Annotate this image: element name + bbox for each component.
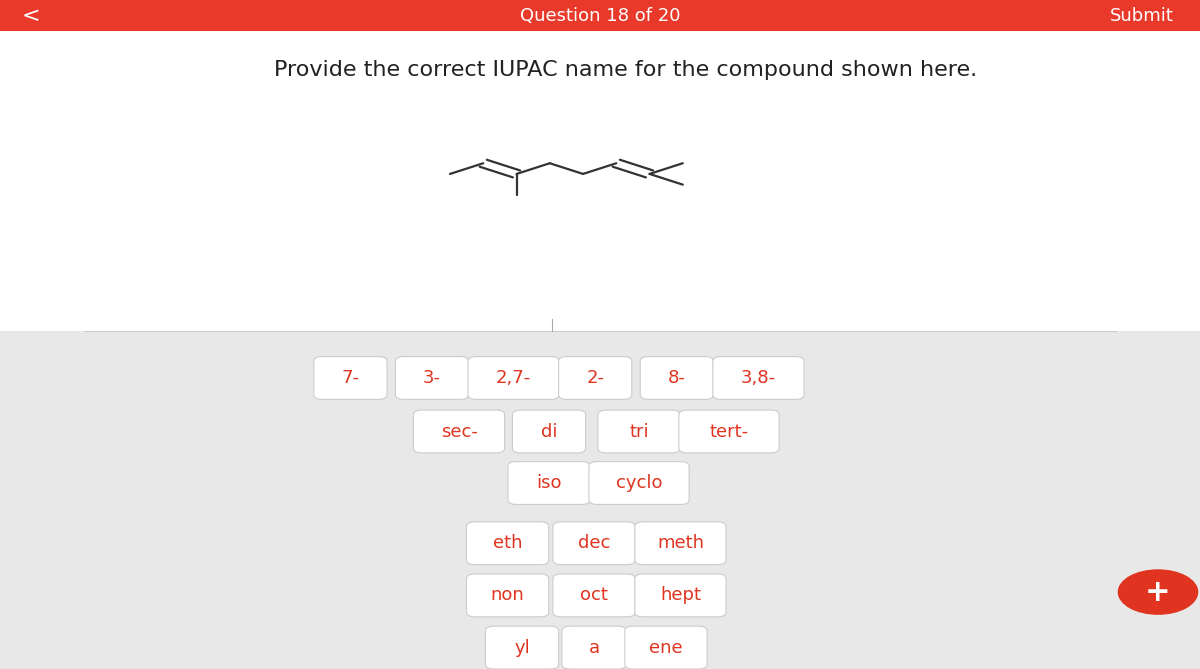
Text: 2,7-: 2,7- [496,369,532,387]
Text: Submit: Submit [1110,7,1174,25]
Bar [0,0,1200,31]
Text: 3,8-: 3,8- [740,369,776,387]
Text: 2-: 2- [587,369,605,387]
FancyBboxPatch shape [468,357,559,399]
Text: 8-: 8- [668,369,685,387]
Text: +: + [1145,577,1171,607]
Text: cyclo: cyclo [616,474,662,492]
Text: dec: dec [578,535,610,552]
FancyBboxPatch shape [713,357,804,399]
Bar [0,331,1200,669]
Text: eth: eth [493,535,522,552]
FancyBboxPatch shape [635,522,726,565]
FancyBboxPatch shape [467,522,548,565]
Text: non: non [491,587,524,604]
Text: oct: oct [580,587,608,604]
FancyBboxPatch shape [512,410,586,453]
FancyBboxPatch shape [314,357,386,399]
Text: hept: hept [660,587,701,604]
Circle shape [1118,570,1198,614]
Text: 3-: 3- [424,369,442,387]
FancyBboxPatch shape [625,626,707,669]
FancyBboxPatch shape [508,462,590,504]
FancyBboxPatch shape [553,522,635,565]
Bar [0,0,1200,331]
FancyBboxPatch shape [396,357,469,399]
Text: Provide the correct IUPAC name for the compound shown here.: Provide the correct IUPAC name for the c… [274,60,977,80]
FancyBboxPatch shape [589,462,689,504]
Text: <: < [22,6,41,25]
Text: tert-: tert- [709,423,749,440]
Text: a: a [588,639,600,656]
Text: di: di [541,423,557,440]
FancyBboxPatch shape [635,574,726,617]
Text: yl: yl [514,639,530,656]
Text: iso: iso [536,474,562,492]
FancyBboxPatch shape [598,410,680,453]
Text: tri: tri [629,423,649,440]
FancyBboxPatch shape [559,357,631,399]
Text: Question 18 of 20: Question 18 of 20 [520,7,680,25]
FancyBboxPatch shape [485,626,558,669]
FancyBboxPatch shape [679,410,779,453]
FancyBboxPatch shape [562,626,626,669]
FancyBboxPatch shape [467,574,548,617]
Text: meth: meth [656,535,704,552]
Text: 7-: 7- [342,369,360,387]
FancyBboxPatch shape [641,357,714,399]
Text: sec-: sec- [440,423,478,440]
FancyBboxPatch shape [413,410,505,453]
Text: ene: ene [649,639,683,656]
FancyBboxPatch shape [553,574,635,617]
